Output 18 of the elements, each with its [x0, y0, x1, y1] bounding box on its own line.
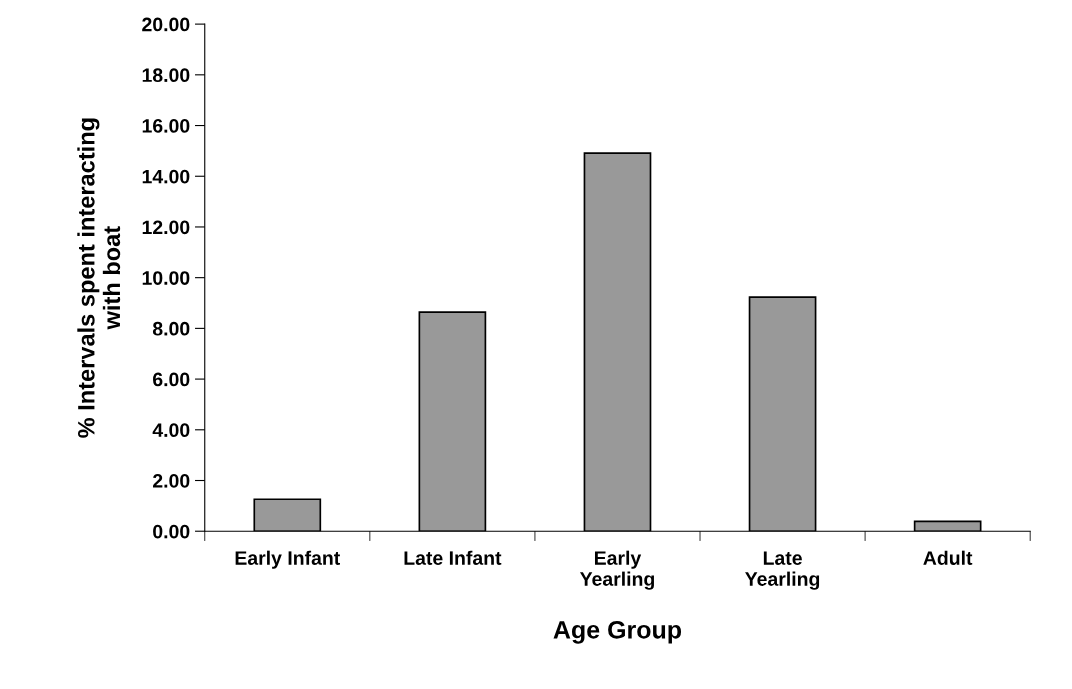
- y-tick-label: 6.00: [153, 372, 190, 387]
- y-tick-label: 18.00: [142, 68, 190, 83]
- y-tick-label: 14.00: [142, 169, 190, 184]
- x-tick-label: Adult: [923, 550, 973, 565]
- y-tick-label: 16.00: [142, 119, 190, 133]
- x-tick-label: Late Infant: [404, 550, 502, 565]
- y-axis-title: % Intervals spent interacting with boat: [77, 118, 121, 438]
- x-tick-label: Early Yearling: [579, 550, 654, 590]
- y-tick-label: 10.00: [142, 271, 190, 285]
- y-tick-label: 0.00: [153, 524, 190, 539]
- x-axis-title: Age Group: [553, 620, 682, 644]
- y-tick-label: 20.00: [142, 17, 190, 32]
- y-tick-label: 4.00: [152, 423, 190, 438]
- y-tick-label: 12.00: [142, 220, 190, 235]
- x-tick-label: Late Yearling: [745, 551, 820, 590]
- y-tick-label: 2.00: [153, 473, 190, 488]
- y-tick-label: 8.00: [152, 321, 190, 336]
- x-tick-label: Early Infant: [235, 550, 341, 569]
